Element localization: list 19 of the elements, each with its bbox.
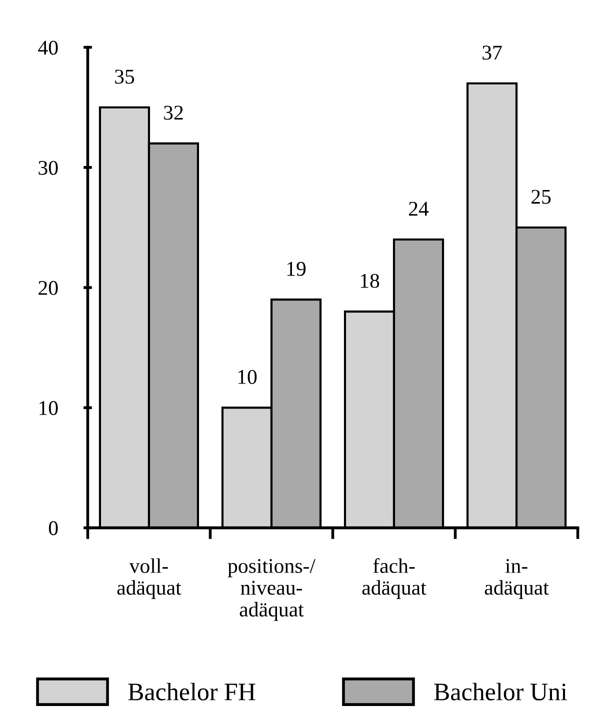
data-label: 18 <box>360 274 380 288</box>
y-tick-label: 10 <box>40 401 58 416</box>
legend-label: Bachelor FH <box>128 682 256 700</box>
x-tick-label: positions-/ niveau- adäquat <box>228 559 316 621</box>
legend-label: Bachelor Uni <box>434 682 567 700</box>
x-tick-label: fach- adäquat <box>362 558 426 600</box>
data-label: 32 <box>164 106 183 120</box>
data-label: 25 <box>532 190 551 204</box>
x-tick-label: voll- adäquat <box>117 558 182 600</box>
data-label: 10 <box>238 370 257 384</box>
y-tick-label: 20 <box>38 280 58 295</box>
x-tick-label: in- adäquat <box>484 559 549 600</box>
data-label: 37 <box>482 46 502 60</box>
data-label: 35 <box>115 70 134 84</box>
y-tick-label: 30 <box>38 160 58 175</box>
y-tick-label: 40 <box>38 40 58 55</box>
data-label: 19 <box>287 262 306 276</box>
y-tick-label: 0 <box>48 521 58 536</box>
data-label: 24 <box>409 202 429 216</box>
